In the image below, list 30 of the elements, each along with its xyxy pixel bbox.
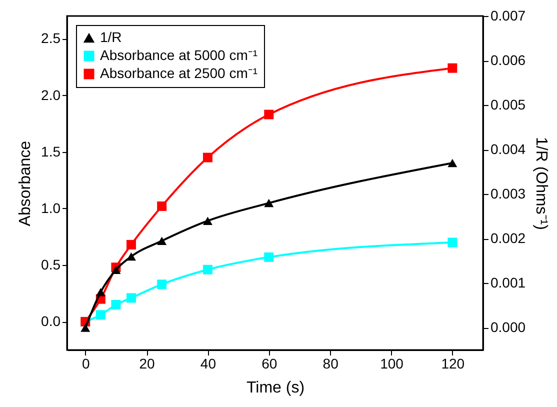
y2-tick-label: 0.004 xyxy=(490,141,526,158)
x-tick-label: 100 xyxy=(380,356,404,372)
y-tick-label: 1.0 xyxy=(41,200,61,216)
point xyxy=(126,293,136,303)
x-tick-label: 40 xyxy=(200,356,216,372)
y-tick-label: 0.5 xyxy=(41,256,61,273)
y2-tick-label: 0.001 xyxy=(490,274,526,291)
y2-tick-label: 0.006 xyxy=(490,52,526,68)
point xyxy=(126,252,136,261)
y-axis-title: Absorbance xyxy=(17,140,34,226)
x-tick-label: 120 xyxy=(441,356,465,372)
y2-axis-title: 1/R (Ohms⁻¹) xyxy=(532,137,550,230)
y2-tick-label: 0.002 xyxy=(490,230,526,246)
y-tick-label: 2.0 xyxy=(41,86,61,103)
y2-tick-label: 0.005 xyxy=(490,96,526,113)
x-tick-label: 60 xyxy=(262,356,278,372)
x-tick-label: 20 xyxy=(139,356,156,372)
y2-tick-label: 0.003 xyxy=(490,186,526,202)
x-tick-label: 0 xyxy=(82,356,90,372)
legend-label: Absorbance at 5000 cm⁻¹ xyxy=(100,47,258,63)
point xyxy=(126,240,136,250)
x-axis-title: Time (s) xyxy=(246,380,305,396)
y-tick-label: 0.0 xyxy=(41,313,61,330)
y-tick-label: 2.5 xyxy=(41,30,61,46)
x-tick-label: 80 xyxy=(322,356,339,372)
y2-tick-label: 0.000 xyxy=(490,319,526,336)
y2-tick-label: 0.007 xyxy=(490,8,526,24)
legend-label: 1/R xyxy=(100,29,122,45)
legend-label: Absorbance at 2500 cm⁻¹ xyxy=(100,65,258,81)
y-tick-label: 1.5 xyxy=(41,143,61,160)
